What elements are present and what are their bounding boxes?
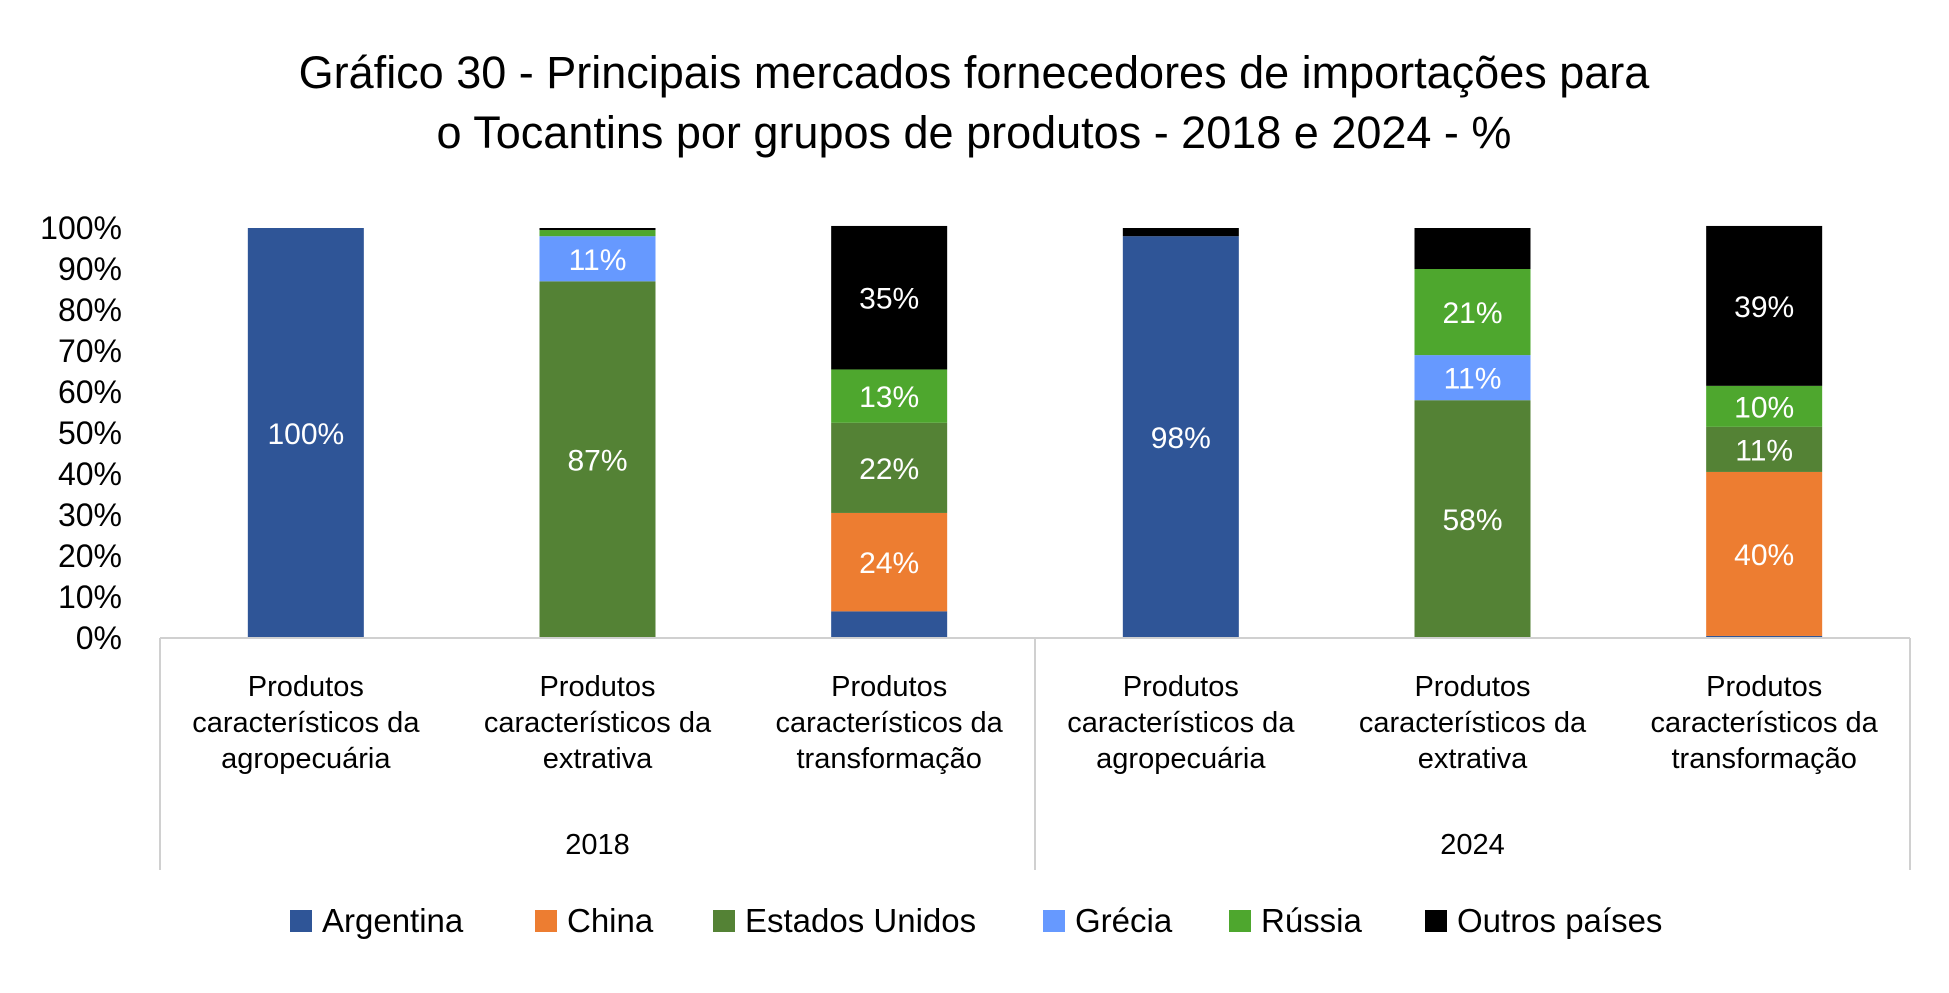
x-category-label: característicos da <box>1359 707 1587 739</box>
x-category-label: transformação <box>796 743 981 775</box>
data-label: 39% <box>1734 291 1794 324</box>
legend-swatch <box>1043 910 1065 932</box>
legend-swatch <box>535 910 557 932</box>
y-tick-label: 40% <box>58 456 122 492</box>
data-label: 11% <box>569 244 627 277</box>
bar-segment <box>831 422 948 513</box>
data-label: 24% <box>859 547 919 580</box>
y-tick-label: 100% <box>40 210 122 246</box>
bar-segment <box>1706 385 1823 427</box>
bar-segment <box>539 281 656 638</box>
x-group-label: 2018 <box>565 829 630 861</box>
data-label: 21% <box>1442 297 1502 330</box>
data-label: 35% <box>859 283 919 316</box>
bar-segment <box>1122 228 1239 237</box>
y-tick-label: 80% <box>58 292 122 328</box>
legend-swatch <box>713 910 735 932</box>
x-category-label: característicos da <box>192 707 420 739</box>
x-axis-categories: Produtos característicos da agropecuária Pr… <box>159 637 1911 870</box>
legend-label: Grécia <box>1075 902 1173 939</box>
x-category-label: agropecuária <box>1096 743 1266 775</box>
x-category-label: característicos da <box>484 707 712 739</box>
x-category-label: extrativa <box>543 743 653 775</box>
data-label: 58% <box>1442 504 1502 537</box>
y-tick-label: 10% <box>58 579 122 615</box>
bar-segment <box>247 228 364 638</box>
data-label: 87% <box>567 445 627 478</box>
bar-segment <box>1706 225 1823 386</box>
data-label: 11% <box>1735 434 1793 467</box>
x-category-label: Produtos <box>248 671 364 703</box>
bar-segment <box>831 369 948 423</box>
x-category-label: agropecuária <box>221 743 391 775</box>
legend-swatch <box>1229 910 1251 932</box>
legend-label: Argentina <box>322 902 464 939</box>
bar-segment <box>1706 471 1823 636</box>
legend-swatch <box>290 910 312 932</box>
bar-segment <box>539 228 656 231</box>
data-label: 40% <box>1734 539 1794 572</box>
bar-segment <box>1414 228 1531 269</box>
legend-label: China <box>567 902 654 939</box>
data-label: 10% <box>1734 391 1794 424</box>
bar-segment <box>1706 635 1823 638</box>
legend-label: Estados Unidos <box>745 902 976 939</box>
data-label: 98% <box>1151 422 1211 455</box>
y-tick-label: 30% <box>58 497 122 533</box>
x-category-label: Produtos <box>539 671 655 703</box>
data-label: 22% <box>859 453 919 486</box>
bar-segment <box>1414 400 1531 638</box>
x-category-label: Produtos <box>1123 671 1239 703</box>
bar-segment <box>831 611 948 638</box>
x-category-label: Produtos <box>1706 671 1822 703</box>
x-category-label: Produtos <box>1414 671 1530 703</box>
y-tick-label: 0% <box>76 620 122 656</box>
y-tick-label: 90% <box>58 251 122 287</box>
data-label: 13% <box>859 381 919 414</box>
x-category-label: característicos da <box>776 707 1004 739</box>
x-category-label: característicos da <box>1651 707 1879 739</box>
chart-title-line: o Tocantins por grupos de produtos - 201… <box>437 107 1512 158</box>
bars: 100% 87% 11% 24% 22% 13% 35% 98% 58% 11% 21% 40% 11%… <box>247 225 1823 638</box>
bar-segment <box>831 512 948 612</box>
data-label: 100% <box>267 418 344 451</box>
bar-segment <box>539 230 656 237</box>
legend-label: Rússia <box>1261 902 1363 939</box>
bar-segment <box>1414 269 1531 356</box>
y-axis: 0% 10% 20% 30% 40% 50% 60% 70% 80% 90% 100% <box>40 210 122 656</box>
data-label: 11% <box>1444 363 1502 396</box>
bar-segment <box>1706 426 1823 472</box>
x-category-label: transformação <box>1671 743 1856 775</box>
x-category-label: característicos da <box>1067 707 1295 739</box>
legend: Argentina China Estados Unidos Grécia Rússia… <box>290 902 1662 939</box>
y-tick-label: 70% <box>58 333 122 369</box>
y-tick-label: 20% <box>58 538 122 574</box>
y-tick-label: 50% <box>58 415 122 451</box>
x-group-label: 2024 <box>1440 829 1505 861</box>
x-category-label: Produtos <box>831 671 947 703</box>
legend-swatch <box>1425 910 1447 932</box>
chart-title: Gráfico 30 - Principais mercados fornece… <box>299 47 1651 158</box>
bar-segment <box>1414 355 1531 401</box>
x-category-label: extrativa <box>1418 743 1528 775</box>
chart-title-line: Gráfico 30 - Principais mercados fornece… <box>299 47 1651 98</box>
bar-segment <box>539 236 656 282</box>
bar-segment <box>1122 236 1239 638</box>
legend-label: Outros países <box>1457 902 1662 939</box>
y-tick-label: 60% <box>58 374 122 410</box>
bar-segment <box>831 225 948 370</box>
